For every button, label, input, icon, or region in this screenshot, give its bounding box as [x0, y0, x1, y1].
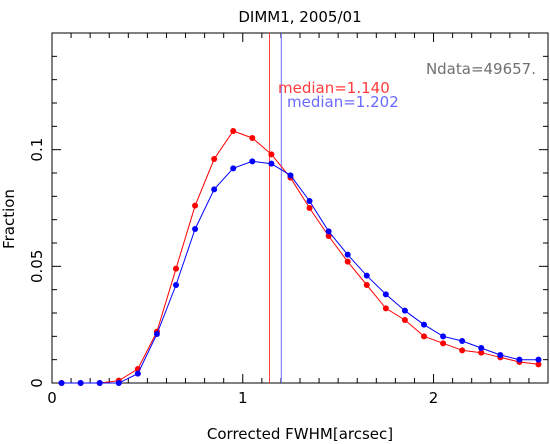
data-point: [478, 345, 485, 351]
ticks: [51, 32, 549, 384]
x-tick-label: 0: [47, 389, 57, 407]
data-point: [401, 307, 408, 314]
data-point: [325, 228, 332, 235]
data-point: [249, 135, 256, 141]
series-line: [61, 130, 539, 384]
y-tick-label: 0.05: [28, 250, 46, 283]
data-point: [287, 172, 294, 179]
data-point: [440, 340, 447, 347]
data-point: [230, 165, 237, 172]
x-tick-label: 2: [429, 389, 439, 407]
data-point: [153, 331, 160, 337]
data-point: [325, 233, 332, 239]
data-point: [421, 321, 427, 328]
series-line: [61, 160, 539, 384]
data-point: [58, 380, 65, 386]
data-point: [96, 380, 103, 386]
data-point: [421, 333, 427, 340]
data-point: [382, 305, 389, 312]
data-point: [535, 356, 542, 363]
data-point: [115, 380, 122, 386]
median-red-annotation: median=1.140: [278, 79, 390, 97]
data-point: [192, 202, 199, 209]
data-point: [363, 272, 370, 279]
data-point: [192, 226, 199, 232]
data-point: [459, 347, 466, 354]
data-point: [134, 370, 141, 377]
series-red: [58, 128, 542, 386]
ndata-annotation: Ndata=49657.: [426, 60, 536, 78]
data-point: [478, 349, 485, 356]
data-point: [211, 186, 218, 193]
data-point: [516, 356, 523, 363]
y-axis-label: Fraction: [0, 189, 18, 249]
data-point: [344, 251, 351, 258]
data-point: [173, 282, 179, 288]
median-blue-annotation: median=1.202: [287, 93, 399, 111]
data-point: [173, 265, 179, 272]
chart-title: DIMM1, 2005/01: [238, 8, 361, 26]
data-point: [230, 128, 237, 134]
data-point: [363, 282, 370, 288]
data-point: [249, 158, 256, 165]
series-group: [58, 128, 542, 386]
y-tick-label: 0: [28, 378, 46, 388]
data-point: [268, 160, 275, 167]
data-point: [344, 258, 351, 265]
data-point: [268, 151, 275, 158]
data-point: [535, 361, 542, 368]
data-point: [401, 317, 408, 323]
series-blue: [58, 158, 542, 386]
data-point: [306, 205, 313, 211]
data-point: [382, 291, 389, 298]
x-axis-label: Corrected FWHM[arcsec]: [207, 425, 393, 443]
x-tick-label: 1: [238, 389, 248, 407]
data-point: [77, 380, 84, 386]
y-tick-label: 0.1: [28, 138, 46, 162]
tick-labels: 0 1 2 0 0.05 0.1: [28, 138, 438, 407]
median-lines: [268, 33, 282, 383]
data-point: [459, 338, 466, 344]
data-point: [211, 156, 218, 162]
data-point: [306, 198, 313, 204]
data-point: [440, 333, 447, 340]
data-point: [497, 352, 504, 358]
